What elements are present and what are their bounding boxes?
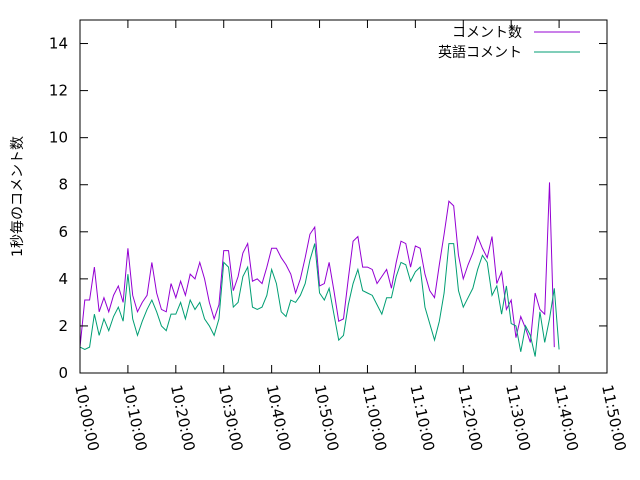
y-tick-label: 14	[49, 35, 68, 53]
series-line-2	[79, 243, 560, 357]
series-line-1	[79, 182, 555, 348]
y-tick-label: 2	[58, 317, 68, 335]
legend-label-1: コメント数	[452, 25, 522, 41]
y-tick-label: 12	[49, 82, 68, 100]
series-layer	[79, 182, 560, 357]
legend-label-2: 英語コメント	[438, 44, 522, 61]
y-tick-label: 10	[49, 129, 68, 147]
y-axis-title: 1秒毎のコメント数	[10, 136, 26, 257]
y-tick-label: 4	[58, 270, 68, 288]
y-tick-label: 6	[58, 223, 68, 241]
y-tick-label: 8	[58, 176, 68, 194]
y-tick-label: 0	[58, 364, 68, 382]
y-axis: 0 2 4 6 8 10 12 14	[49, 35, 607, 382]
plot-area-border	[79, 19, 608, 374]
